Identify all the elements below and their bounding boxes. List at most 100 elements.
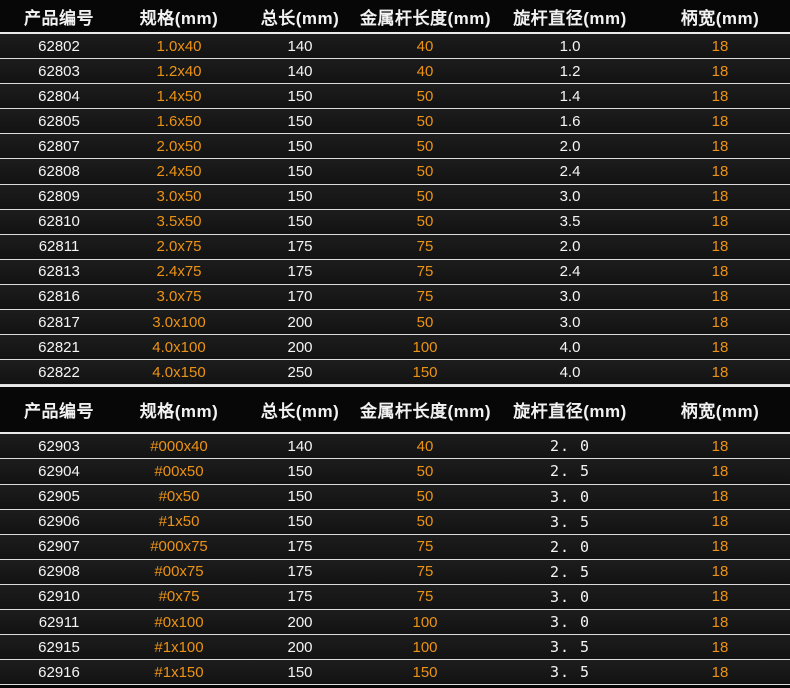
table-row: 62813 2.4x75 175 75 2.4 18 [0,259,790,285]
cell-total-length: 140 [287,62,313,80]
cell-product-code: 62822 [38,363,80,381]
cell-handle-width: 18 [711,163,729,181]
cell-product-code: 62809 [38,188,80,206]
cell-total-length: 150 [287,213,313,231]
cell-handle-width: 18 [711,513,729,531]
cell-spec: 2.0x75 [156,238,202,256]
cell-shaft-diameter: 3.0 [559,188,581,206]
table-row: 62810 3.5x50 150 50 3.5 18 [0,209,790,235]
column-header-product-code: 产品编号 [24,8,94,28]
cell-shaft-diameter: 1.6 [559,112,581,130]
cell-shaft-diameter: 4.0 [559,363,581,381]
cell-handle-width: 18 [711,188,729,206]
cell-spec: 1.0x40 [156,37,202,55]
column-header-total-length: 总长(mm) [260,402,340,422]
table-row: 62804 1.4x50 150 50 1.4 18 [0,84,790,110]
cell-shaft-diameter: 1.0 [559,37,581,55]
cell-product-code: 62816 [38,288,80,306]
table-row: 62808 2.4x50 150 50 2.4 18 [0,159,790,185]
cell-handle-width: 18 [711,538,729,556]
cell-product-code: 62808 [38,163,80,181]
cell-product-code: 62811 [38,238,80,256]
cell-handle-width: 18 [711,313,729,331]
cell-product-code: 62810 [38,213,80,231]
cell-product-code: 62906 [38,513,80,531]
cell-spec: 1.6x50 [156,112,202,130]
cell-product-code: 62903 [38,437,80,455]
cell-spec: #000x75 [150,538,208,556]
cell-spec: #00x50 [154,462,204,480]
cell-total-length: 150 [287,188,313,206]
table-body: 62802 1.0x40 140 40 1.0 18 62803 1.2x40 140 40 1.2… [0,34,790,386]
table-row: 62907 #000x75 175 75 2. 0 18 [0,534,790,560]
cell-handle-width: 18 [711,663,729,681]
cell-shaft-diameter: 2. 0 [549,537,591,556]
cell-product-code: 62807 [38,137,80,155]
table-row: 62803 1.2x40 140 40 1.2 18 [0,59,790,85]
cell-product-code: 62904 [38,462,80,480]
column-header-spec: 规格(mm) [139,402,219,422]
cell-spec: #1x150 [154,663,204,681]
cell-rod-length: 75 [416,238,434,256]
table-row: 62811 2.0x75 175 75 2.0 18 [0,234,790,260]
cell-shaft-diameter: 1.4 [559,87,581,105]
cell-spec: 3.0x75 [156,288,202,306]
cell-rod-length: 50 [416,313,434,331]
cell-product-code: 62916 [38,663,80,681]
cell-spec: 3.0x50 [156,188,202,206]
cell-rod-length: 100 [412,638,438,656]
cell-handle-width: 18 [711,62,729,80]
cell-total-length: 150 [287,137,313,155]
cell-spec: 4.0x150 [152,363,206,381]
column-header-spec: 规格(mm) [139,8,219,28]
table-row: 62911 #0x100 200 100 3. 0 18 [0,609,790,636]
column-header-rod-length: 金属杆长度(mm) [360,8,492,28]
cell-product-code: 62915 [38,638,80,656]
column-header-rod-length: 金属杆长度(mm) [360,402,492,422]
cell-rod-length: 40 [416,437,434,455]
table-row: 62916 #1x150 150 150 3. 5 18 [0,660,790,686]
cell-spec: #1x50 [158,513,200,531]
cell-total-length: 175 [287,538,313,556]
cell-total-length: 170 [287,288,313,306]
cell-total-length: 150 [287,513,313,531]
cell-handle-width: 18 [711,588,729,606]
cell-handle-width: 18 [711,437,729,455]
cell-spec: #1x100 [154,638,204,656]
column-header-shaft-diameter: 旋杆直径(mm) [513,402,627,422]
cell-handle-width: 18 [711,462,729,480]
cell-spec: #00x75 [154,563,204,581]
cell-total-length: 200 [287,338,313,356]
cell-shaft-diameter: 2. 0 [549,437,591,456]
bottom-filler [0,685,790,688]
column-header-total-length: 总长(mm) [260,8,340,28]
cell-total-length: 175 [287,588,313,606]
cell-total-length: 200 [287,613,313,631]
table-row: 62802 1.0x40 140 40 1.0 18 [0,34,790,60]
cell-spec: #0x75 [158,588,200,606]
cell-handle-width: 18 [711,112,729,130]
table-row: 62805 1.6x50 150 50 1.6 18 [0,109,790,135]
table-header-row: 产品编号 规格(mm) 总长(mm) 金属杆长度(mm) 旋杆直径(mm) 柄宽… [0,385,790,435]
cell-shaft-diameter: 3.0 [559,313,581,331]
table-row: 62908 #00x75 175 75 2. 5 18 [0,559,790,585]
table-row: 62817 3.0x100 200 50 3.0 18 [0,310,790,336]
cell-shaft-diameter: 3. 5 [549,512,591,531]
table-row: 62816 3.0x75 170 75 3.0 18 [0,284,790,311]
cell-product-code: 62817 [38,313,80,331]
cell-handle-width: 18 [711,488,729,506]
cell-total-length: 140 [287,437,313,455]
cell-handle-width: 18 [711,338,729,356]
cell-rod-length: 50 [416,112,434,130]
cell-handle-width: 18 [711,638,729,656]
cell-shaft-diameter: 3. 0 [549,487,591,506]
cell-product-code: 62813 [38,263,80,281]
table-row: 62903 #000x40 140 40 2. 0 18 [0,434,790,460]
cell-handle-width: 18 [711,213,729,231]
cell-rod-length: 75 [416,288,434,306]
table-body: 62903 #000x40 140 40 2. 0 18 62904 #00x50 150 50 2… [0,434,790,686]
cell-spec: 4.0x100 [152,338,206,356]
cell-total-length: 175 [287,238,313,256]
cell-shaft-diameter: 2. 5 [549,462,591,481]
table-row: 62905 #0x50 150 50 3. 0 18 [0,484,790,510]
